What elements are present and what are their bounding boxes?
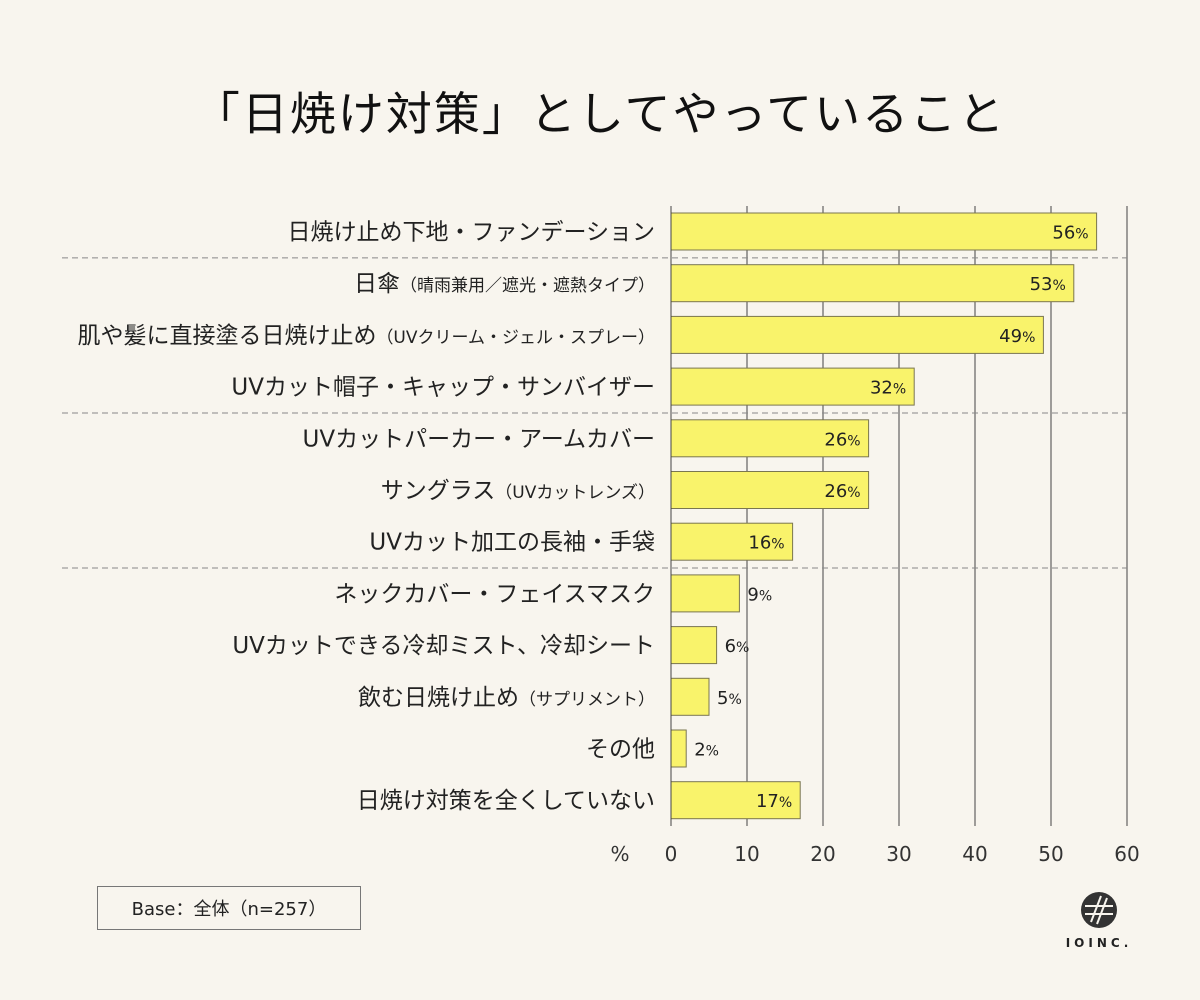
bar <box>670 626 718 665</box>
category-label: 日傘（晴雨兼用／遮光・遮熱タイプ） <box>354 271 655 297</box>
category-label: UVカット加工の長袖・手袋 <box>369 530 655 556</box>
category-label: UVカット帽子・キャップ・サンバイザー <box>231 375 655 401</box>
bar <box>670 677 710 716</box>
category-label: 肌や髪に直接塗る日焼け止め（UVクリーム・ジェル・スプレー） <box>77 323 655 349</box>
category-label: その他 <box>586 737 655 763</box>
data-label: 26% <box>824 429 860 450</box>
x-tick-label: 40 <box>962 842 987 866</box>
category-label: 日焼け対策を全くしていない <box>357 788 655 814</box>
bar <box>670 367 915 406</box>
category-label: 飲む日焼け止め（サプリメント） <box>358 685 655 711</box>
chart-title: 「日焼け対策」としてやっていること <box>193 87 1007 141</box>
x-tick-label: 10 <box>734 842 759 866</box>
data-label: 53% <box>1030 274 1066 295</box>
x-tick-label: 30 <box>886 842 911 866</box>
category-label: 日焼け止め下地・ファンデーション <box>287 220 655 246</box>
data-label: 16% <box>748 533 784 554</box>
data-label: 2% <box>694 740 719 761</box>
data-label: 49% <box>999 326 1035 347</box>
data-label: 9% <box>747 584 772 605</box>
category-label: UVカットパーカー・アームカバー <box>303 426 656 452</box>
category-label: サングラス（UVカットレンズ） <box>381 478 655 504</box>
data-label: 32% <box>870 378 906 399</box>
x-axis-unit: % <box>610 842 629 866</box>
logo-text: IOINC. <box>1065 936 1133 950</box>
x-tick-label: 50 <box>1038 842 1063 866</box>
bar <box>670 315 1044 354</box>
x-tick-label: 0 <box>665 842 678 866</box>
data-label: 5% <box>717 688 742 709</box>
bar-chart: 56% 日焼け止め下地・ファンデーション 53% 日傘（晴雨兼用／遮光・遮熱タイプ） 4… <box>62 206 1140 866</box>
logo-icon <box>1081 892 1117 928</box>
bar <box>670 574 740 613</box>
company-logo: IOINC. <box>1054 890 1144 960</box>
bar <box>670 264 1075 303</box>
data-label: 56% <box>1052 223 1088 244</box>
x-tick-label: 60 <box>1114 842 1139 866</box>
data-label: 17% <box>756 791 792 812</box>
bar <box>670 729 687 768</box>
base-note: Base：全体（n=257） <box>97 886 361 930</box>
x-tick-label: 20 <box>810 842 835 866</box>
category-label: UVカットできる冷却ミスト、冷却シート <box>232 633 655 659</box>
data-label: 6% <box>725 636 750 657</box>
data-label: 26% <box>824 481 860 502</box>
category-label: ネックカバー・フェイスマスク <box>334 581 655 607</box>
bar <box>670 212 1098 251</box>
